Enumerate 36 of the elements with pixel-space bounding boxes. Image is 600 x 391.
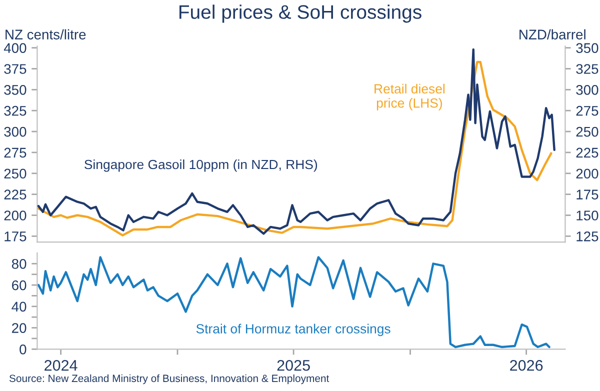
x-tick-label: 2026 xyxy=(510,360,543,371)
y2-tick-label: 175 xyxy=(576,190,598,200)
y-tick-label: 80 xyxy=(12,259,26,269)
y2-tick-label: 250 xyxy=(576,126,598,137)
y-tick-label: 375 xyxy=(4,64,26,74)
x-tick-label: 2025 xyxy=(277,360,310,371)
y2-tick-label: 125 xyxy=(576,232,598,242)
y-tick-label: 175 xyxy=(4,232,26,242)
line-series xyxy=(37,256,550,348)
y-tick-label: 20 xyxy=(12,323,26,333)
series-label: Retail diesel price (LHS) xyxy=(374,84,444,110)
y2-tick-label: 325 xyxy=(576,64,598,74)
y-tick-label: 200 xyxy=(4,210,26,220)
y2-tick-label: 275 xyxy=(576,106,598,116)
y2-tick-label: 225 xyxy=(576,148,598,158)
y-tick-label: 225 xyxy=(4,190,26,200)
source-note: Source: New Zealand Ministry of Business, Innovation & Employment xyxy=(9,374,330,384)
x-tick-label: 2024 xyxy=(44,360,78,371)
y-tick-label: 60 xyxy=(12,280,26,290)
series-label: Strait of Hormuz tanker crossings xyxy=(196,324,390,336)
y-tick-label: 350 xyxy=(4,85,26,95)
chart-title: Fuel prices & SoH crossings xyxy=(179,4,422,23)
y-tick-label: 275 xyxy=(4,148,26,158)
y2-tick-label: 200 xyxy=(576,168,598,179)
text: Singapore Gasoil 10ppm (in NZD, RHS) xyxy=(84,159,318,172)
y-tick-label: 325 xyxy=(4,106,26,116)
y-tick-label: 0 xyxy=(20,344,26,354)
y2-tick-label: 150 xyxy=(576,210,598,220)
y-tick-label: 40 xyxy=(12,302,26,312)
y-tick-label: 400 xyxy=(4,43,26,53)
y2-tick-label: 300 xyxy=(576,85,598,95)
y-axis-title: NZ cents/litre xyxy=(6,29,86,40)
y2-axis-title: NZD/barrel xyxy=(520,29,586,40)
y-tick-label: 250 xyxy=(4,168,26,179)
y-tick-label: 300 xyxy=(4,126,26,137)
y2-tick-label: 350 xyxy=(576,43,598,53)
